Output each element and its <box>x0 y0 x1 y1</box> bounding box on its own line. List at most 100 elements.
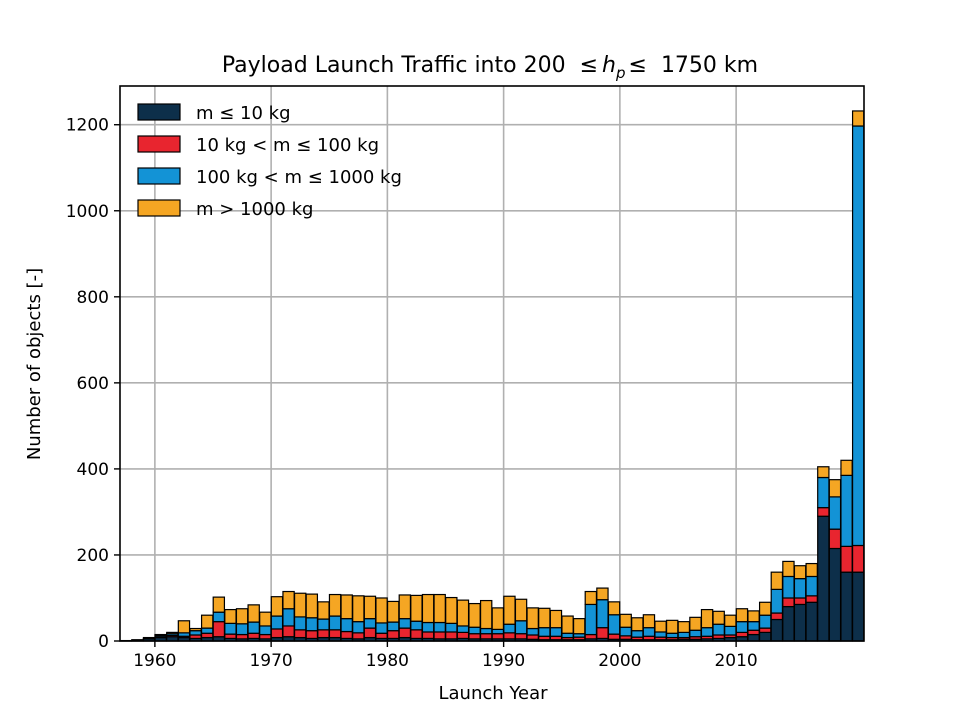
bar-segment-1987-s1 <box>468 633 481 640</box>
bar-segment-1980-s1 <box>386 630 400 640</box>
bar-segment-1969-s2 <box>259 625 272 636</box>
bar-segment-2017-s1 <box>817 507 830 517</box>
bar-segment-1991-s3 <box>514 598 528 622</box>
bar-segment-1978-s2 <box>363 618 377 629</box>
bar-segment-1984-s3 <box>433 593 446 624</box>
y-tick-label: 600 <box>77 374 109 394</box>
bar-segment-1996-s3 <box>572 618 586 635</box>
bar-segment-1978-s1 <box>363 627 377 639</box>
bar-segment-1982-s2 <box>410 620 423 631</box>
bar-segment-1968-s3 <box>247 604 260 623</box>
bar-segment-1989-s3 <box>491 607 505 630</box>
bar-segment-1992-s3 <box>526 607 539 630</box>
bar-segment-2000-s2 <box>619 626 632 637</box>
x-axis-label: Launch Year <box>438 683 548 704</box>
bar-segment-2013-s1 <box>770 612 784 621</box>
bar-segment-1988-s1 <box>479 633 493 640</box>
bar-segment-1987-s3 <box>468 602 481 628</box>
bar-segment-1997-s2 <box>584 603 598 636</box>
bar-segment-1994-s2 <box>549 627 563 637</box>
title-suffix: 1750 km <box>661 53 758 78</box>
bar-segment-2018-s2 <box>828 496 842 530</box>
bars <box>119 110 865 642</box>
bar-segment-1967-s3 <box>235 608 249 625</box>
bar-segment-2004-s3 <box>665 619 679 634</box>
bar-segment-2020-s0 <box>851 571 865 642</box>
bar-segment-1971-s2 <box>282 608 295 627</box>
bar-segment-1981-s3 <box>398 594 412 620</box>
bar-segment-2011-s0 <box>747 633 760 642</box>
bar-segment-1964-s2 <box>200 627 214 634</box>
bar-segment-1998-s3 <box>596 587 609 601</box>
bar-segment-1986-s3 <box>456 599 470 627</box>
bar-segment-1990-s1 <box>503 632 516 640</box>
bar-segment-2011-s2 <box>747 621 760 631</box>
bar-segment-1989-s1 <box>491 633 505 640</box>
bar-segment-1960-s3 <box>154 633 167 637</box>
bar-segment-1987-s2 <box>468 626 481 635</box>
bar-segment-1998-s1 <box>596 627 609 640</box>
bar-segment-2019-s2 <box>840 474 853 547</box>
bar-segment-2014-s0 <box>782 605 795 642</box>
bar-segment-1981-s2 <box>398 618 412 629</box>
bar-segment-1999-s1 <box>607 633 621 640</box>
bar-segment-1981-s1 <box>398 627 412 639</box>
bar-segment-1980-s3 <box>386 600 400 623</box>
y-tick-label: 200 <box>77 546 109 566</box>
bar-segment-2016-s2 <box>805 575 818 597</box>
bar-segment-1988-s2 <box>479 627 493 635</box>
legend-label: 100 kg < m ≤ 1000 kg <box>196 167 402 188</box>
bar-segment-1966-s3 <box>224 608 237 624</box>
bar-segment-1970-s3 <box>270 596 284 617</box>
bar-segment-1983-s3 <box>421 593 435 624</box>
bar-segment-1990-s3 <box>503 595 516 625</box>
bar-segment-2016-s0 <box>805 601 818 642</box>
bar-segment-1976-s3 <box>340 594 353 620</box>
bar-segment-1969-s3 <box>259 611 272 627</box>
bar-segment-1965-s1 <box>212 621 226 638</box>
bar-segment-2006-s2 <box>689 629 702 638</box>
bar-segment-1975-s2 <box>328 615 342 631</box>
bar-segment-2017-s3 <box>817 466 830 479</box>
bar-segment-2014-s2 <box>782 575 795 599</box>
bar-segment-2002-s2 <box>642 627 656 637</box>
bar-segment-1998-s2 <box>596 599 609 629</box>
bar-segment-2008-s2 <box>712 623 725 636</box>
bar-segment-2018-s0 <box>828 547 842 642</box>
bar-segment-2014-s1 <box>782 597 795 608</box>
bar-segment-1999-s2 <box>607 614 621 635</box>
bar-segment-1968-s2 <box>247 621 260 634</box>
x-tick-label: 1980 <box>366 651 409 671</box>
bar-segment-2004-s2 <box>665 632 679 639</box>
bar-segment-1963-s2 <box>189 630 202 636</box>
bar-segment-1962-s3 <box>177 620 191 634</box>
bar-segment-1972-s1 <box>293 629 307 639</box>
bar-segment-1973-s1 <box>305 630 319 640</box>
bar-segment-2015-s0 <box>793 603 807 642</box>
bar-segment-2014-s3 <box>782 560 795 578</box>
bar-segment-2008-s3 <box>712 610 725 625</box>
bar-segment-2017-s0 <box>817 515 830 642</box>
bar-segment-1991-s2 <box>514 620 528 635</box>
legend-swatch <box>137 103 181 121</box>
bar-segment-2005-s2 <box>677 631 691 639</box>
bar-segment-1976-s1 <box>340 630 353 640</box>
bar-segment-1971-s1 <box>282 625 295 638</box>
bar-segment-1969-s1 <box>259 633 272 640</box>
bar-segment-2010-s3 <box>735 608 749 623</box>
title-prefix: Payload Launch Traffic into 200 <box>222 53 566 78</box>
bar-segment-2011-s3 <box>747 610 760 623</box>
bar-segment-1997-s3 <box>584 590 598 606</box>
bar-segment-2012-s2 <box>758 614 772 629</box>
bar-segment-1975-s1 <box>328 629 342 639</box>
bar-segment-1985-s2 <box>445 622 458 633</box>
bar-segment-1985-s1 <box>445 631 458 640</box>
bar-segment-1986-s2 <box>456 625 470 633</box>
legend-swatch <box>137 167 181 185</box>
bar-segment-1983-s2 <box>421 621 435 633</box>
bar-segment-2013-s2 <box>770 588 784 614</box>
bar-segment-1999-s3 <box>607 601 621 616</box>
bar-segment-1973-s2 <box>305 617 319 632</box>
bar-segment-2007-s3 <box>700 608 714 629</box>
